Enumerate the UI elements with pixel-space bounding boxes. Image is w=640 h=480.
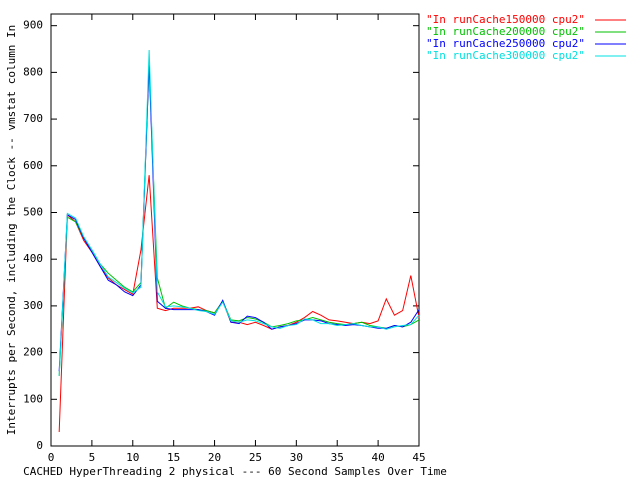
legend-label: "In runCache300000 cpu2" [426, 49, 585, 62]
legend-label: "In runCache150000 cpu2" [426, 13, 585, 26]
y-tick-label: 800 [23, 65, 43, 78]
series-line [58, 63, 420, 372]
x-tick-label: 15 [167, 451, 180, 464]
x-tick-label: 35 [331, 451, 344, 464]
y-tick-label: 400 [23, 252, 43, 265]
y-tick-label: 200 [23, 346, 43, 359]
x-tick-label: 10 [126, 451, 139, 464]
plot-frame [50, 13, 420, 447]
series-line [58, 49, 420, 376]
y-tick-label: 700 [23, 112, 43, 125]
x-axis-label: CACHED HyperThreading 2 physical --- 60 … [23, 465, 447, 478]
y-tick-label: 100 [23, 392, 43, 405]
x-tick-label: 5 [89, 451, 96, 464]
y-tick-label: 500 [23, 205, 43, 218]
x-tick-label: 30 [290, 451, 303, 464]
legend-label: "In runCache250000 cpu2" [426, 37, 585, 50]
legend-label: "In runCache200000 cpu2" [426, 25, 585, 38]
x-tick-label: 40 [371, 451, 384, 464]
x-tick-label: 20 [208, 451, 221, 464]
x-tick-label: 45 [412, 451, 425, 464]
y-axis-label: Interrupts per Second, including the Clo… [5, 25, 18, 436]
series-line [58, 63, 420, 376]
y-tick-label: 300 [23, 299, 43, 312]
x-tick-label: 25 [249, 451, 262, 464]
series-line [58, 175, 420, 433]
y-tick-label: 0 [36, 439, 43, 452]
x-tick-label: 0 [48, 451, 55, 464]
y-tick-label: 600 [23, 159, 43, 172]
y-tick-label: 900 [23, 19, 43, 32]
